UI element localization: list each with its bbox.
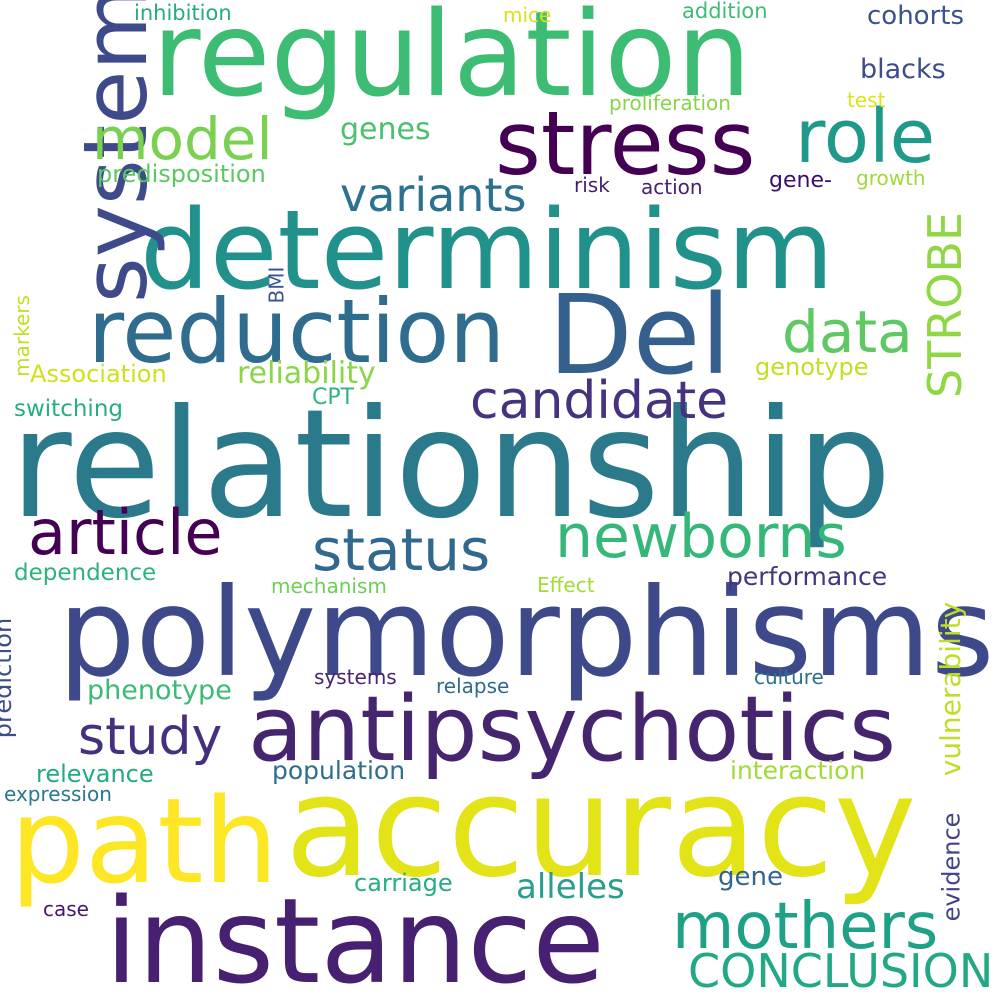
word: relevance — [36, 760, 154, 788]
word: Del — [548, 271, 731, 399]
word: antipsychotics — [248, 677, 897, 782]
word: test — [847, 88, 886, 112]
word: growth — [856, 166, 926, 190]
word: alleles — [516, 867, 625, 907]
word: interaction — [730, 756, 866, 785]
word: action — [641, 175, 703, 199]
word: addition — [682, 0, 768, 23]
word: Association — [30, 360, 167, 388]
word: blacks — [860, 54, 946, 85]
word: mechanism — [271, 574, 387, 598]
word: predisposition — [97, 160, 266, 188]
word: gene- — [769, 168, 832, 193]
word: BMI — [264, 266, 289, 304]
word: mothers — [672, 890, 939, 964]
word: dependence — [14, 560, 157, 586]
word: vulnerability — [934, 601, 968, 777]
word: data — [782, 298, 913, 366]
word: markers — [9, 295, 34, 377]
word: determinism — [140, 186, 835, 314]
word: stress — [495, 92, 756, 195]
word: CPT — [312, 385, 355, 410]
word: newborns — [555, 502, 847, 572]
word: genotype — [755, 353, 869, 381]
word: STROBE — [918, 211, 973, 399]
word: article — [28, 496, 223, 569]
word: path — [10, 772, 279, 910]
word: mice — [503, 3, 552, 27]
word: proliferation — [609, 91, 731, 115]
word: case — [43, 897, 89, 921]
word: candidate — [470, 371, 729, 431]
word: reliability — [237, 356, 376, 391]
word: phenotype — [87, 675, 232, 706]
word: risk — [574, 173, 610, 197]
word: population — [272, 756, 406, 785]
word: systems — [314, 665, 397, 689]
word: instance — [105, 872, 605, 1000]
word: status — [312, 516, 491, 584]
word: carriage — [354, 869, 453, 897]
word: study — [78, 707, 223, 767]
word: Effect — [537, 573, 595, 597]
word: variants — [340, 168, 527, 222]
word: culture — [754, 665, 824, 689]
word: genes — [340, 112, 431, 147]
word: relapse — [436, 674, 510, 698]
word: gene — [718, 862, 783, 892]
word: expression — [4, 782, 112, 806]
word: model — [92, 105, 273, 173]
word: CONCLUSION — [688, 944, 994, 998]
word: cohorts — [867, 1, 965, 31]
word: reduction — [88, 280, 505, 383]
word: switching — [14, 396, 123, 422]
word: relationship — [10, 378, 892, 552]
word: performance — [727, 562, 888, 591]
word: evidence — [937, 812, 966, 922]
word: role — [795, 94, 936, 180]
word: polymorphisms — [58, 562, 995, 704]
word: accuracy — [285, 746, 917, 909]
word: prediction — [0, 617, 18, 739]
word: regulation — [152, 0, 752, 123]
word: inhibition — [134, 1, 232, 25]
